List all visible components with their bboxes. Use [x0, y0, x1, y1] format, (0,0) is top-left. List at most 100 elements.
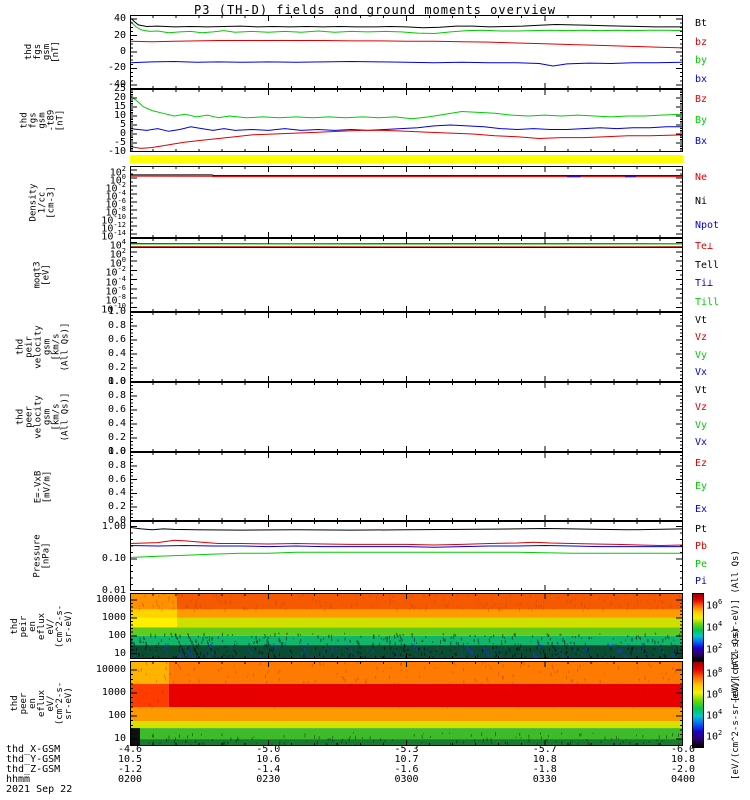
series-Bz — [130, 129, 683, 149]
ytick-label: 100 — [107, 710, 126, 722]
ytick-label: 10-6 — [105, 197, 126, 211]
colorbar-tick-label: 104 — [706, 708, 723, 722]
ytick-label: 10-12 — [101, 221, 126, 235]
ytick-label: -10 — [107, 146, 126, 157]
xaxis-value: 10.5 — [117, 754, 143, 765]
series-Pi — [130, 544, 683, 548]
moqt3-plot-area — [130, 238, 683, 312]
ytick-label: 0.2 — [107, 362, 126, 373]
panel-pressure: 1.00 0.10 0.01 Pressure [nPa] Pt Pb Pe Pi — [33, 521, 707, 596]
legend-Tell: Tell — [695, 259, 720, 271]
legend-Ne: Ne — [695, 172, 708, 183]
ytick-label: 0.0 — [107, 376, 126, 387]
y-axis-label: thd peer en eflux eV/ (cm^2-s- sr-eV) — [10, 681, 75, 726]
ytick-label: 0 — [119, 128, 126, 139]
ytick-label: 10-2 — [105, 265, 126, 279]
xaxis-value: 0400 — [670, 774, 696, 785]
colorbar-tick-label: 102 — [706, 642, 723, 656]
ytick-label: 0.4 — [107, 418, 126, 429]
ytick-label: 0.6 — [107, 334, 126, 345]
ytick-label: 0 — [119, 46, 126, 57]
panel-fgs-gsm: 40 20 0 -20 -40 thd fgs gsm [nT] Bt bz by bx — [24, 13, 707, 90]
y-axis-label: thd peir velocity gsm [km/s (All Qs)] — [15, 322, 70, 372]
colorbar-axis-label: [eV/(cm^2-s-sr-eV)] (All Qs) — [731, 627, 741, 780]
ytick-label: 10-8 — [105, 293, 126, 307]
ytick-label: 1.0 — [107, 446, 126, 457]
ytick-label: 0.4 — [107, 487, 126, 499]
legend-Ex: Ex — [695, 503, 708, 515]
legend-Ni: Ni — [695, 196, 708, 207]
xaxis-value: -5.3 — [394, 744, 419, 755]
ytick-label: 100 — [109, 173, 126, 187]
panel-moqt3: 104 102 100 10-2 10-4 10-6 10-8 10-10 moqt3 [eV]… — [33, 238, 719, 316]
legend-Pe: Pe — [695, 558, 708, 570]
xaxis-value: 10.8 — [670, 754, 696, 765]
colorbar-tick-label: 106 — [706, 598, 723, 612]
ytick-label: 10-10 — [101, 213, 126, 227]
ytick-label: 0.2 — [107, 432, 126, 443]
xaxis-value: -6.0 — [670, 744, 696, 755]
legend-Vy: Vy — [695, 349, 708, 361]
panel-peer-velocity: 1.0 0.8 0.6 0.4 0.2 0.0 thd peer velocity gsm … — [15, 376, 707, 457]
xaxis-value: 0300 — [394, 774, 419, 785]
xaxis-value: -5.7 — [532, 744, 557, 755]
ytick-label: 104 — [109, 237, 126, 251]
xaxis-value: -1.4 — [256, 764, 281, 775]
series-Pe — [130, 551, 683, 558]
fgs-gsm-plot-area — [130, 15, 683, 89]
ytick-label: 1000 — [101, 687, 126, 699]
ytick-label: 10-4 — [105, 189, 126, 203]
panel-e-field: 1.0 0.8 0.6 0.4 0.2 0.0 E=-VxB [mV/m] Ez Ey Ex — [33, 446, 707, 526]
ytick-label: 10-2 — [105, 181, 126, 195]
xaxis-value: 0330 — [532, 774, 557, 785]
legend-Pb: Pb — [695, 541, 708, 553]
ytick-label: 1.00 — [101, 520, 126, 532]
ytick-label: 0.8 — [107, 390, 126, 401]
legend-Bz: Bz — [695, 93, 708, 105]
ytick-label: 10-8 — [105, 205, 126, 219]
ytick-label: 0.8 — [107, 459, 126, 471]
ytick-label: 0.0 — [107, 515, 126, 526]
legend-Ey: Ey — [695, 480, 708, 492]
y-axis-label: thd fgs gsm -t89 [nT] — [19, 109, 66, 132]
peir-en-eflux-plot-area — [130, 593, 683, 659]
peir-velocity-plot-area — [130, 312, 683, 382]
panel-density: 102 100 10-2 10-4 10-6 10-8 10-10 10-12 10-14 Den… — [29, 165, 720, 242]
ytick-label: 10 — [113, 733, 126, 745]
ytick-label: 10000 — [95, 594, 126, 606]
legend-by: by — [695, 55, 708, 67]
legend-Till: Till — [695, 296, 720, 308]
legend-Vt: Vt — [695, 314, 708, 326]
panel-peir-velocity: 1.0 0.8 0.6 0.4 0.2 0.0 thd peir velocity gsm … — [15, 306, 707, 387]
colorbar-tick-label: 108 — [706, 665, 723, 679]
xaxis-value: 0230 — [256, 774, 281, 785]
peer-velocity-plot-area — [130, 382, 683, 452]
colorbar-tick-label: 104 — [706, 620, 723, 634]
ytick-label: 10 — [113, 110, 126, 121]
ytick-label: 0.2 — [107, 501, 126, 513]
y-axis-label: thd fgs gsm [nT] — [24, 41, 61, 63]
legend-bz: bz — [695, 36, 708, 48]
ytick-label: -20 — [107, 62, 126, 74]
ytick-label: 0.10 — [101, 552, 126, 564]
ytick-label: 100 — [107, 629, 126, 641]
xaxis-row-name: hhmm — [6, 774, 31, 785]
xaxis-value: 10.8 — [532, 754, 557, 765]
fgs-gsm-t89-plot-area — [130, 89, 683, 152]
ytick-label: 10-4 — [105, 274, 126, 288]
legend-Vy: Vy — [695, 419, 708, 431]
legend-Pi: Pi — [695, 576, 708, 588]
y-axis-label: Density 1/cc [cm-3] — [28, 183, 57, 221]
colorbar-cb-peer — [692, 661, 704, 748]
xaxis-row-name: thd_Y-GSM — [6, 754, 61, 765]
series-Bx — [130, 124, 683, 132]
legend-Pt: Pt — [695, 523, 708, 535]
ytick-label: 0.8 — [107, 320, 126, 331]
ytick-label: 40 — [113, 13, 126, 25]
series-Pb — [130, 539, 683, 547]
xaxis-value: 10.6 — [256, 754, 281, 765]
plot-title: P3 (TH-D) fields and ground moments over… — [194, 3, 556, 17]
ytick-label: 25 — [113, 83, 126, 94]
ytick-label: 0.0 — [107, 446, 126, 457]
